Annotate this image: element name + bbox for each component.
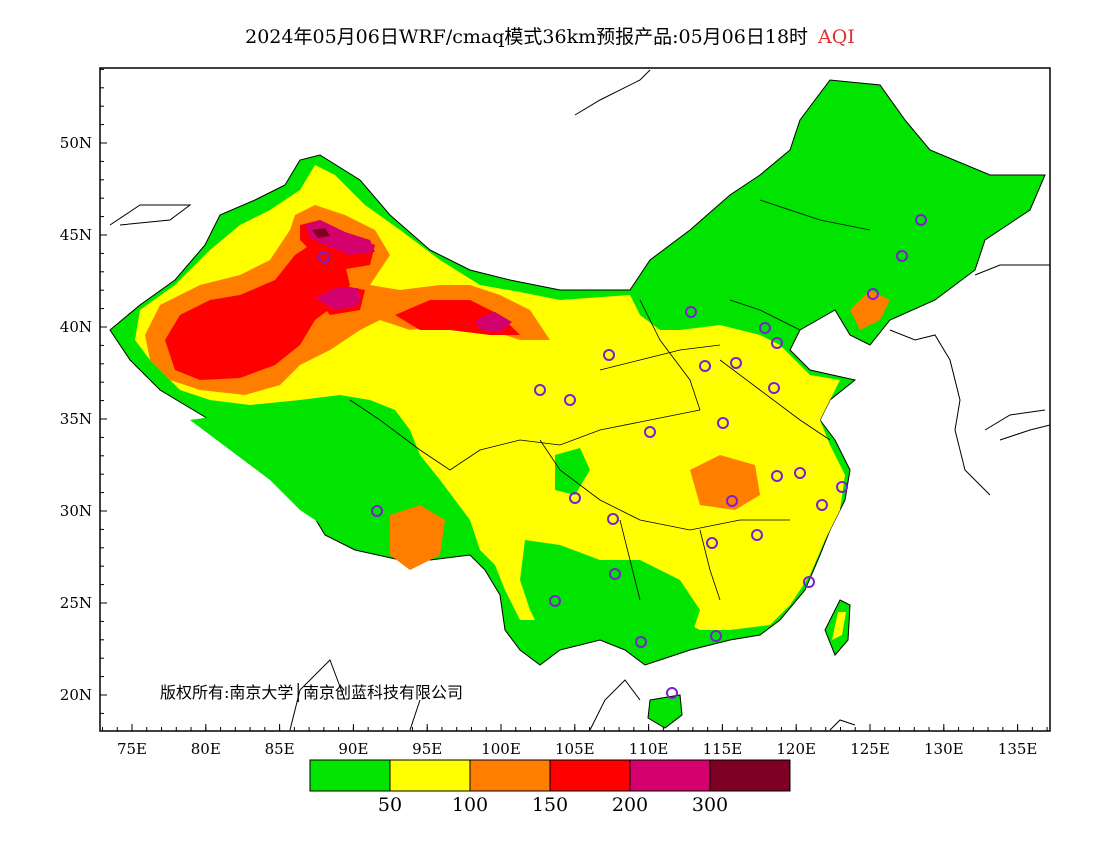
aqi-orange-central (690, 455, 760, 510)
station-marker (564, 394, 576, 406)
station-marker (569, 492, 581, 504)
taiwan-yellow (832, 612, 846, 640)
korea-japan-coastline (889, 264, 1050, 496)
station-marker (730, 357, 742, 369)
station-marker (534, 384, 546, 396)
colorbar-threshold-label: 300 (692, 794, 728, 816)
station-marker (751, 529, 763, 541)
internal-boundaries (349, 199, 871, 601)
lat-tick-label: 35N (60, 410, 92, 428)
aqi-maroon-spot (312, 228, 330, 238)
lon-tick-label: 100E (481, 740, 521, 758)
lat-tick-label: 20N (60, 686, 92, 704)
station-marker (666, 687, 678, 699)
station-marker (371, 505, 383, 517)
station-marker (635, 636, 647, 648)
station-marker (717, 417, 729, 429)
map-title-text: 2024年05月06日WRF/cmaq模式36km预报产品:05月06日18时 (245, 26, 809, 48)
map-area (109, 69, 1050, 731)
colorbar-threshold-label: 50 (378, 794, 402, 816)
station-marker (768, 382, 780, 394)
aqi-purple-east (475, 312, 512, 332)
lon-tick-label: 80E (191, 740, 221, 758)
lon-tick-label: 115E (703, 740, 743, 758)
lon-tick-label: 90E (338, 740, 368, 758)
aqi-colorbar: 50 100 150 200 300 (309, 759, 791, 816)
lat-tick-label: 50N (60, 134, 92, 152)
variable-label: AQI (818, 26, 855, 48)
station-marker (609, 568, 621, 580)
colorbar-threshold-label: 200 (612, 794, 648, 816)
station-marker (685, 306, 697, 318)
colorbar-segment (629, 759, 711, 792)
station-marker (710, 630, 722, 642)
station-marker (896, 250, 908, 262)
lon-tick-label: 135E (998, 740, 1038, 758)
axis-ticks (100, 68, 1048, 731)
station-marker (603, 349, 615, 361)
lat-tick-label: 30N (60, 502, 92, 520)
station-marker (803, 576, 815, 588)
copyright-text: 版权所有:南京大学│南京创蓝科技有限公司 (160, 683, 464, 702)
station-marker (794, 467, 806, 479)
aqi-green-patch-yunnan (520, 540, 700, 650)
colorbar-segment (549, 759, 631, 792)
lon-tick-label: 95E (412, 740, 442, 758)
colorbar-segment (469, 759, 551, 792)
aqi-orange-tibet (390, 505, 445, 570)
station-marker (644, 426, 656, 438)
lon-tick-label: 85E (265, 740, 295, 758)
russia-lake-coastline (109, 69, 651, 226)
lon-tick-label: 105E (555, 740, 595, 758)
latitude-labels: 20N 25N 30N 35N 40N 45N 50N (60, 134, 92, 704)
station-marker (318, 251, 330, 263)
city-station-markers (318, 214, 927, 699)
station-marker (771, 337, 783, 349)
lon-tick-label: 110E (629, 740, 669, 758)
aqi-red-tarim (165, 245, 350, 380)
lat-tick-label: 45N (60, 226, 92, 244)
aqi-purple-central (315, 288, 360, 310)
station-marker (607, 513, 619, 525)
colorbar-threshold-label: 150 (532, 794, 568, 816)
station-marker (915, 214, 927, 226)
station-marker (699, 360, 711, 372)
map-title: 2024年05月06日WRF/cmaq模式36km预报产品:05月06日18时 A… (0, 22, 1100, 49)
station-marker (816, 499, 828, 511)
lon-tick-label: 130E (924, 740, 964, 758)
aqi-green-patch-sichuan (555, 448, 590, 495)
longitude-labels: 75E 80E 85E 90E 95E 100E 105E 110E 115E 120E 125E 1… (117, 740, 1037, 758)
station-marker (836, 481, 848, 493)
colorbar-threshold-label: 100 (452, 794, 488, 816)
station-marker (706, 537, 718, 549)
lat-tick-label: 25N (60, 594, 92, 612)
station-marker (759, 322, 771, 334)
station-marker (867, 288, 879, 300)
lon-tick-label: 125E (850, 740, 890, 758)
southeast-asia-coastline (289, 659, 856, 731)
lon-tick-label: 120E (776, 740, 816, 758)
station-marker (549, 595, 561, 607)
aqi-orange-liaoning (850, 290, 890, 330)
lon-tick-label: 75E (117, 740, 147, 758)
colorbar-segment (309, 759, 391, 792)
station-marker (726, 495, 738, 507)
lat-tick-label: 40N (60, 318, 92, 336)
colorbar-segment (389, 759, 471, 792)
aqi-green-patch-tibet (190, 405, 380, 530)
colorbar-segment (709, 759, 791, 792)
station-marker (771, 470, 783, 482)
hainan-island (647, 694, 683, 729)
